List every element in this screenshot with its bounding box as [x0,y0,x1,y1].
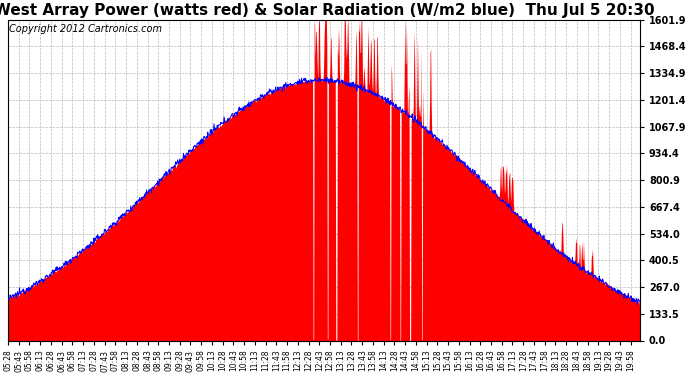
Text: Copyright 2012 Cartronics.com: Copyright 2012 Cartronics.com [9,24,162,34]
Title: West Array Power (watts red) & Solar Radiation (W/m2 blue)  Thu Jul 5 20:30: West Array Power (watts red) & Solar Rad… [0,3,654,18]
